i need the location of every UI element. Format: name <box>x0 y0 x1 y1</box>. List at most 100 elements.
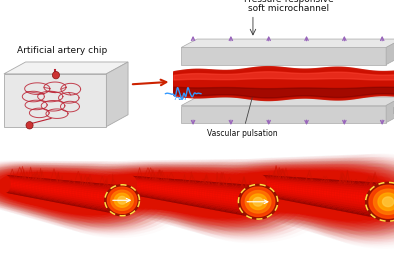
Polygon shape <box>107 189 109 191</box>
Polygon shape <box>87 198 89 201</box>
Polygon shape <box>376 183 379 184</box>
Polygon shape <box>201 194 203 196</box>
Polygon shape <box>254 214 256 215</box>
Polygon shape <box>299 186 301 188</box>
Polygon shape <box>144 186 145 188</box>
Ellipse shape <box>47 181 95 205</box>
Polygon shape <box>279 180 281 182</box>
Polygon shape <box>29 179 32 180</box>
Polygon shape <box>149 185 150 187</box>
Polygon shape <box>364 190 366 193</box>
Polygon shape <box>192 180 195 181</box>
Polygon shape <box>206 188 208 190</box>
Polygon shape <box>123 208 125 210</box>
Polygon shape <box>100 190 102 192</box>
Polygon shape <box>339 184 342 186</box>
Polygon shape <box>160 190 161 192</box>
Polygon shape <box>359 212 361 214</box>
Polygon shape <box>104 187 106 189</box>
Polygon shape <box>15 177 17 178</box>
Polygon shape <box>340 206 342 208</box>
Polygon shape <box>105 199 107 201</box>
Polygon shape <box>383 184 385 185</box>
Polygon shape <box>185 183 188 185</box>
Polygon shape <box>198 191 200 193</box>
Polygon shape <box>351 203 353 206</box>
Polygon shape <box>72 198 74 200</box>
Ellipse shape <box>64 182 115 209</box>
Polygon shape <box>99 198 101 201</box>
Polygon shape <box>233 213 236 214</box>
Polygon shape <box>166 191 168 193</box>
Polygon shape <box>283 189 285 191</box>
Polygon shape <box>34 189 36 190</box>
Polygon shape <box>13 187 15 189</box>
Polygon shape <box>71 200 73 201</box>
Polygon shape <box>376 197 378 199</box>
Polygon shape <box>49 191 51 193</box>
Polygon shape <box>310 182 313 183</box>
Polygon shape <box>118 211 120 213</box>
Polygon shape <box>254 205 256 208</box>
Polygon shape <box>110 212 113 213</box>
Polygon shape <box>378 186 381 188</box>
Polygon shape <box>12 180 13 181</box>
Polygon shape <box>373 196 375 199</box>
Polygon shape <box>20 192 22 194</box>
Polygon shape <box>141 182 143 183</box>
Polygon shape <box>87 186 89 187</box>
Polygon shape <box>328 191 330 193</box>
Polygon shape <box>145 194 147 195</box>
Polygon shape <box>386 201 388 203</box>
Polygon shape <box>296 177 299 178</box>
Polygon shape <box>21 185 22 187</box>
Polygon shape <box>361 211 364 213</box>
Polygon shape <box>296 197 298 198</box>
Polygon shape <box>204 192 206 194</box>
Polygon shape <box>318 184 320 186</box>
Polygon shape <box>278 188 280 190</box>
Polygon shape <box>349 211 352 212</box>
Polygon shape <box>241 192 243 194</box>
Polygon shape <box>113 210 116 212</box>
Ellipse shape <box>195 180 261 215</box>
Polygon shape <box>318 198 320 200</box>
Polygon shape <box>24 181 25 183</box>
Polygon shape <box>83 192 85 194</box>
Polygon shape <box>232 197 234 200</box>
Polygon shape <box>152 197 155 198</box>
Polygon shape <box>139 179 141 180</box>
Polygon shape <box>296 181 298 182</box>
Polygon shape <box>269 190 271 192</box>
Polygon shape <box>360 192 362 195</box>
Polygon shape <box>103 185 106 186</box>
Polygon shape <box>179 183 181 184</box>
Polygon shape <box>88 207 90 208</box>
Polygon shape <box>96 210 98 211</box>
Polygon shape <box>270 184 272 186</box>
Polygon shape <box>230 187 232 189</box>
Polygon shape <box>216 209 219 210</box>
Polygon shape <box>28 179 30 180</box>
Polygon shape <box>179 203 182 204</box>
Polygon shape <box>231 183 234 184</box>
Polygon shape <box>165 179 167 180</box>
Polygon shape <box>301 190 303 192</box>
Polygon shape <box>234 189 236 191</box>
Polygon shape <box>366 186 369 188</box>
Polygon shape <box>269 186 271 187</box>
Polygon shape <box>204 208 207 209</box>
Polygon shape <box>368 193 370 196</box>
Polygon shape <box>117 199 119 201</box>
Polygon shape <box>342 180 345 181</box>
Polygon shape <box>338 192 340 195</box>
Polygon shape <box>65 201 67 203</box>
Polygon shape <box>275 196 278 197</box>
Polygon shape <box>178 179 180 180</box>
Polygon shape <box>125 204 127 207</box>
Polygon shape <box>220 208 223 209</box>
Polygon shape <box>371 194 373 196</box>
Polygon shape <box>277 192 279 194</box>
Polygon shape <box>291 190 293 192</box>
Polygon shape <box>367 182 370 183</box>
